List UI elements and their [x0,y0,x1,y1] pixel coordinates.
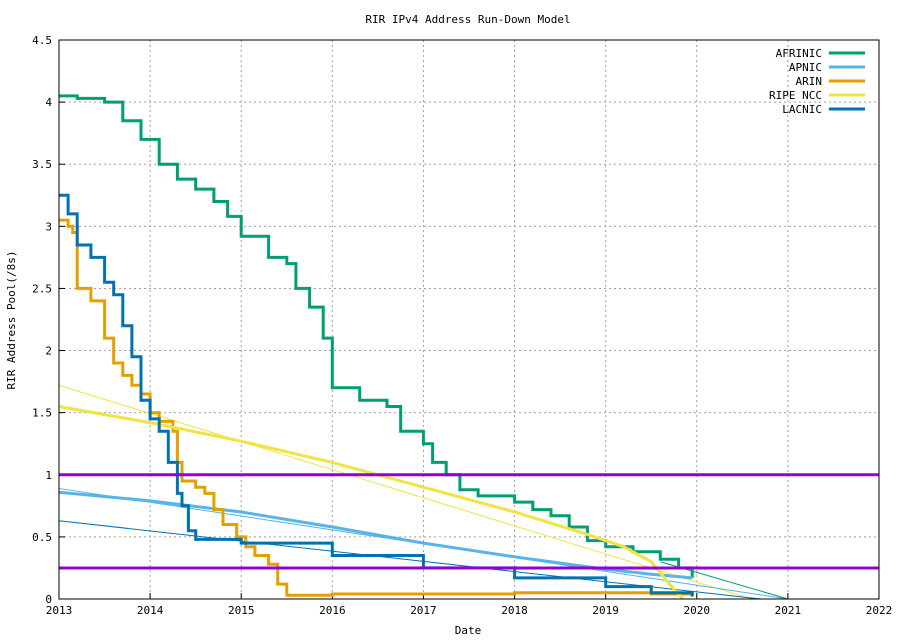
legend-label-afrinic: AFRINIC [776,47,822,60]
series-lines [58,94,694,601]
x-tick-label: 2017 [410,604,437,617]
trend-line [58,520,761,600]
plot-border [58,39,880,600]
trend-line [58,384,752,600]
x-tick-label: 2021 [775,604,802,617]
x-tick-label: 2018 [501,604,528,617]
y-tick-label: 1.5 [32,407,52,420]
y-tick-label: 4.5 [32,34,52,47]
y-tick-label: 3.5 [32,158,52,171]
grid [58,39,880,600]
y-tick-label: 0 [45,593,52,606]
y-tick-label: 2 [45,345,52,358]
x-tick-label: 2015 [228,604,255,617]
legend-label-apnic: APNIC [789,61,822,74]
x-axis-label: Date [455,624,482,637]
y-tick-label: 4 [45,96,52,109]
afrinic-line [59,94,694,578]
x-tick-label: 2014 [137,604,164,617]
reference-lines [59,473,879,570]
arin-line [59,218,694,597]
x-tick-label: 2019 [592,604,619,617]
chart-title: RIR IPv4 Address Run-Down Model [365,13,570,26]
x-tick-label: 2016 [319,604,346,617]
legend-label-ripe-ncc: RIPE NCC [769,89,822,102]
x-tick-label: 2020 [684,604,711,617]
x-tick-label: 2022 [866,604,893,617]
y-tick-label: 0.5 [32,531,52,544]
y-tick-label: 2.5 [32,282,52,295]
tick-labels: 2013 2014 2015 2016 2017 2018 2019 2020 2021 2022… [32,34,892,617]
apnic-line [58,490,693,580]
legend-label-arin: ARIN [796,75,823,88]
y-tick-label: 1 [45,469,52,482]
x-tick-label: 2013 [46,604,73,617]
y-tick-label: 3 [45,220,52,233]
y-axis-label: RIR Address Pool(/8s) [5,250,18,389]
legend-label-lacnic: LACNIC [782,103,822,116]
